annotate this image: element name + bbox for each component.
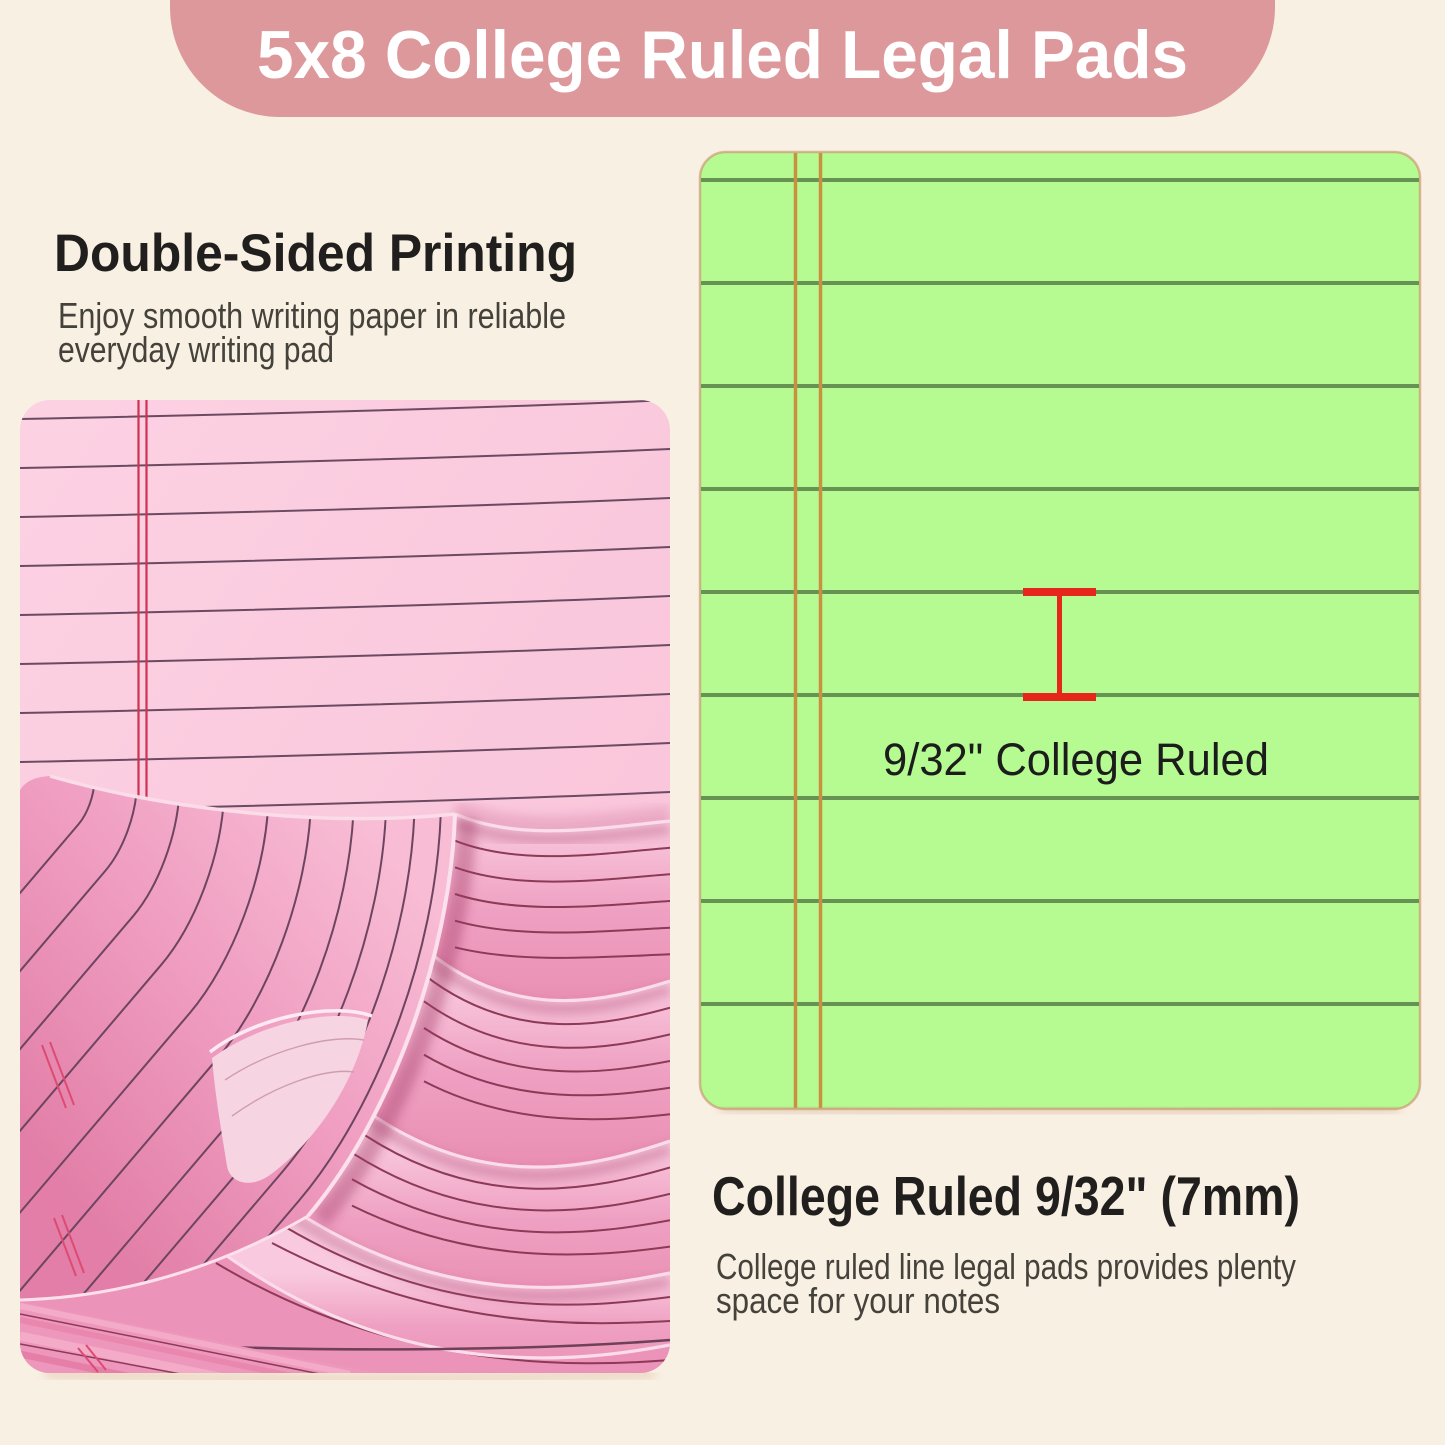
svg-text:College Ruled 9/32" (7mm): College Ruled 9/32" (7mm) bbox=[712, 1165, 1300, 1227]
svg-text:9/32" College Ruled: 9/32" College Ruled bbox=[883, 734, 1269, 785]
svg-text:everyday writing pad: everyday writing pad bbox=[58, 329, 334, 370]
svg-text:College ruled line legal pads: College ruled line legal pads provides p… bbox=[716, 1246, 1296, 1287]
svg-text:5x8 College Ruled Legal Pads: 5x8 College Ruled Legal Pads bbox=[257, 17, 1188, 93]
svg-text:Double-Sided Printing: Double-Sided Printing bbox=[54, 224, 577, 283]
svg-text:Enjoy smooth writing paper in: Enjoy smooth writing paper in reliable bbox=[58, 295, 566, 336]
svg-text:space for your notes: space for your notes bbox=[716, 1280, 1000, 1321]
